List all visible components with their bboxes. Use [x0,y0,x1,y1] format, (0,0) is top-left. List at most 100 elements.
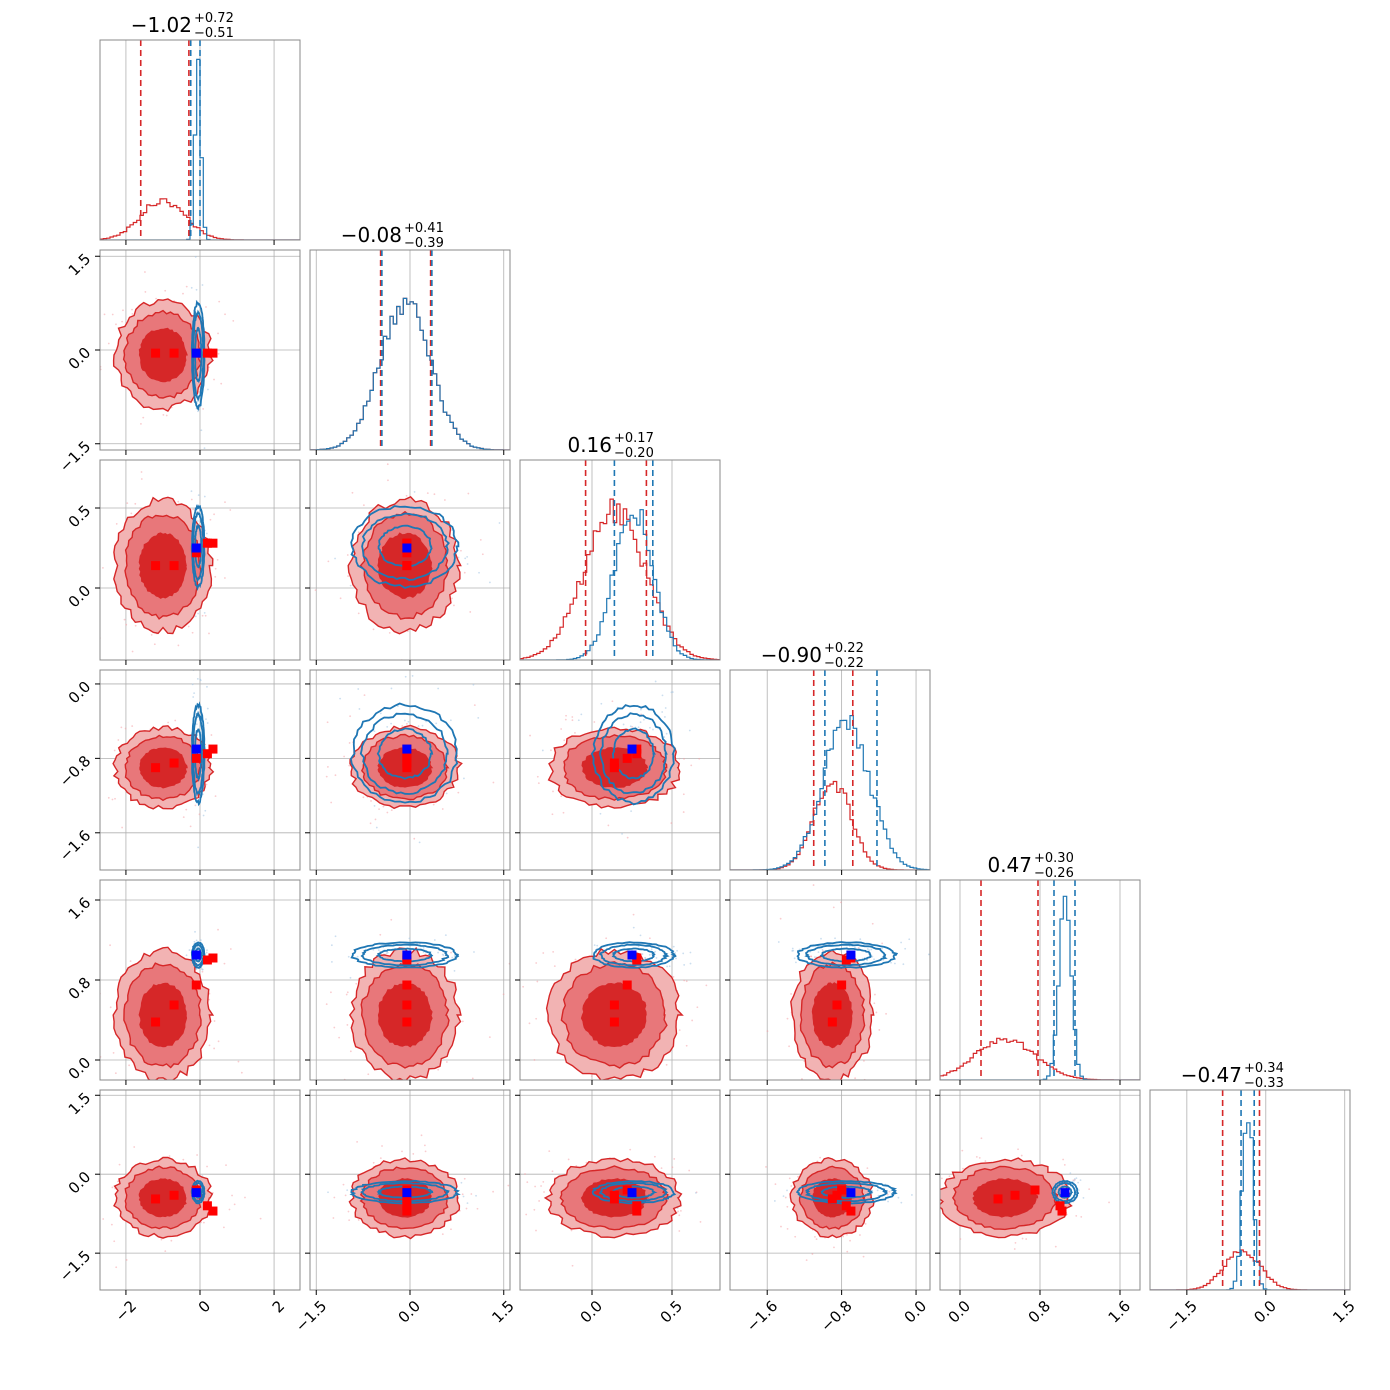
truth-marker-blue [191,950,201,960]
sample-point-red [543,1191,545,1193]
sample-point-blue [339,697,342,700]
sample-point-blue [199,939,202,941]
sample-point-red [815,1238,818,1241]
sample-point-red [259,1217,262,1220]
contour-red-inner [377,982,433,1048]
sample-point-red [387,479,389,482]
truth-marker-red [609,1000,619,1010]
sample-point-red [570,1229,573,1232]
sample-point-red [114,797,116,800]
sample-point-blue [1069,1172,1072,1175]
sample-point-blue [206,949,208,951]
sample-point-red [560,728,563,730]
sample-point-red [344,1194,347,1197]
sample-point-red [463,1177,466,1180]
sample-point-blue [639,721,642,724]
truth-marker-red [402,763,412,773]
truth-marker-red [191,753,201,763]
sample-point-red [333,1026,336,1029]
sample-point-red [1062,1158,1065,1161]
sample-point-blue [327,1191,329,1194]
sample-point-red [542,952,545,954]
sample-point-red [874,993,876,996]
sample-point-red [505,1002,507,1004]
contour-blue [592,941,677,969]
sample-point-blue [347,955,350,958]
sample-point-red [665,1063,668,1066]
truth-marker-red [832,1190,842,1200]
x-tick-label: −2 [112,1297,140,1325]
contour-blue [350,505,460,589]
sample-point-red [886,1193,889,1196]
sample-point-blue [795,961,797,964]
contour-blue [377,524,433,568]
sample-point-red [563,739,566,742]
x-tick-label: −0.8 [817,1297,855,1335]
truth-marker-red [202,955,212,965]
sample-point-red [842,1235,845,1238]
contour-blue [350,941,460,969]
truth-marker-red [632,744,642,754]
sample-point-red [240,1071,243,1074]
sample-point-blue [1075,1177,1078,1180]
sample-point-red [406,722,408,725]
sample-point-red [348,742,351,744]
truth-marker-red [402,758,412,768]
sample-point-red [125,1259,128,1261]
sample-point-blue [375,826,378,829]
sample-point-blue [674,952,677,954]
truth-marker-red [1057,1206,1067,1216]
title-minus: −0.22 [824,656,864,671]
panel-title: −1.02 +0.72−0.51 [131,11,234,41]
contour-panel-2-0: 0.0 0.5 [65,459,301,665]
sample-point-red [690,764,693,767]
sample-point-red [424,1150,427,1153]
sample-point-blue [593,944,596,947]
sample-point-red [412,1153,415,1155]
sample-point-blue [473,951,475,953]
sample-point-red [660,1167,663,1170]
sample-point-blue [407,720,410,723]
histogram-blue [520,509,720,660]
contour-blue [611,727,656,780]
y-tick-label: −1.5 [56,437,94,475]
sample-point-red [96,733,98,735]
sample-point-red [463,1081,465,1083]
truth-marker-blue [627,950,637,960]
sample-point-red [678,1214,681,1217]
sample-point-blue [904,947,907,950]
sample-point-red [229,509,232,511]
panel-content [85,880,300,1130]
truth-marker-red [837,980,847,990]
sample-point-red [92,525,94,527]
sample-point-blue [451,956,454,959]
contour-blue [598,1182,669,1203]
truth-marker-blue [627,1188,637,1198]
x-tick-label: −1.5 [1162,1297,1200,1335]
truth-marker-red [208,953,218,963]
sample-point-red [85,970,87,972]
sample-point-red [181,1128,183,1130]
panel-content [520,1090,720,1290]
sample-point-red [213,1047,216,1050]
sample-point-red [766,1030,769,1032]
sample-point-red [174,719,177,722]
sample-point-red [553,965,556,968]
sample-point-blue [654,680,657,683]
sample-point-red [190,498,193,501]
x-tick-label: 0.0 [901,1297,931,1327]
sample-point-red [437,1068,440,1071]
sample-point-blue [642,718,645,721]
sample-point-blue [1073,1178,1076,1180]
title-plus: +0.17 [614,431,654,446]
truth-marker-red [191,548,201,558]
sample-point-red [349,715,352,718]
sample-point-red [699,1221,702,1223]
sample-point-blue [397,705,399,708]
histogram-blue [100,58,300,240]
sample-point-red [160,1238,163,1241]
truth-marker-red [993,1194,1003,1204]
sample-point-blue [195,939,198,942]
sample-point-blue [670,730,673,733]
sample-point-red [631,726,634,728]
